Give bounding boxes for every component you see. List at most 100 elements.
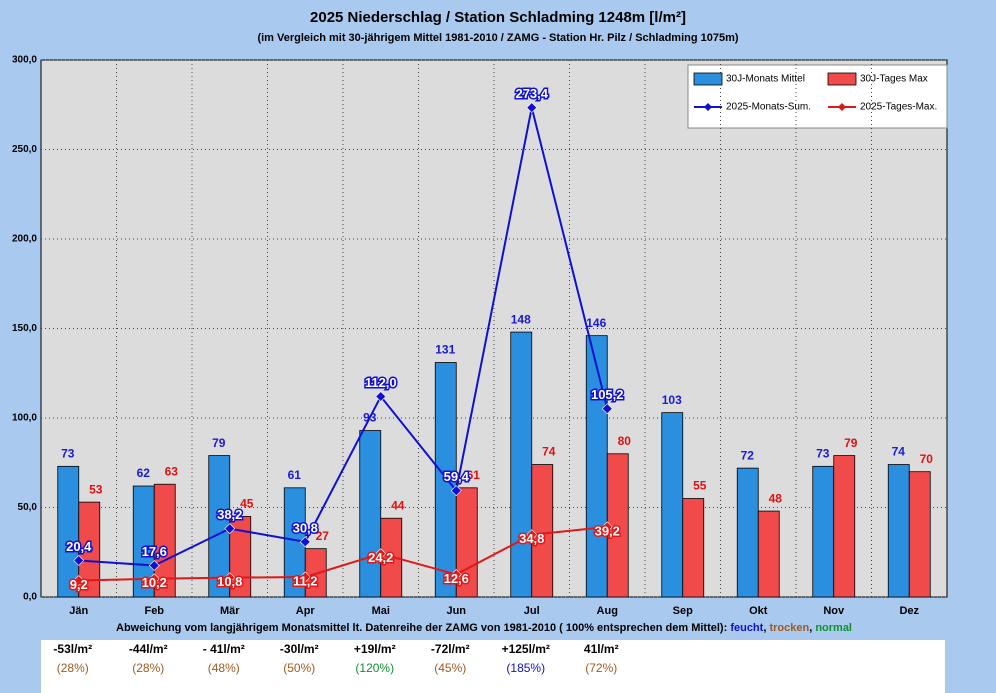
bar-value-label: 48: [769, 491, 783, 505]
x-tick-label: Dez: [899, 605, 919, 617]
bar-value-label: 27: [316, 529, 330, 543]
y-tick-label: 50,0: [18, 502, 38, 513]
line-value-label: 38,2: [217, 507, 242, 522]
x-tick-label: Jän: [69, 605, 88, 617]
x-tick-label: Nov: [823, 605, 845, 617]
y-tick-label: 200,0: [12, 234, 37, 245]
x-tick-label: Mai: [372, 605, 390, 617]
line-marker: [375, 391, 387, 402]
deviation-percent: (185%): [506, 661, 545, 675]
line-marker: [224, 523, 236, 535]
note-word: trocken: [769, 622, 809, 634]
bar-value-label: 61: [467, 468, 481, 482]
chart-subtitle: (im Vergleich mit 30-jährigem Mittel 198…: [257, 32, 738, 44]
x-tick-label: Jun: [446, 605, 466, 617]
deviation-percent: (50%): [283, 661, 315, 675]
bar: [585, 335, 608, 598]
line-value-label: 59,4: [444, 469, 470, 484]
legend-marker: [704, 103, 712, 111]
line-marker: [450, 485, 462, 497]
bar-value-label: 79: [844, 436, 858, 450]
note-sep: ,: [763, 622, 769, 634]
legend-marker: [838, 103, 846, 111]
y-tick-label: 0,0: [23, 592, 37, 603]
chart-title: 2025 Niederschlag / Station Schladming 1…: [310, 9, 686, 26]
bar-value-label: 74: [542, 445, 556, 459]
deviation: -44l/m²: [129, 642, 168, 656]
line-value-label: 105,2: [591, 387, 624, 402]
bar-value-label: 45: [240, 497, 254, 511]
line-marker: [601, 403, 613, 415]
line-value-label: 34,8: [519, 531, 544, 546]
line-value-label: 10,8: [217, 574, 242, 589]
x-tick-label: Sep: [673, 605, 693, 617]
x-tick-label: Apr: [296, 605, 316, 617]
y-tick-label: 150,0: [12, 323, 37, 334]
legend-label: 2025-Monats-Sum.: [726, 102, 811, 113]
line-marker: [299, 536, 311, 548]
line-marker: [450, 569, 462, 580]
legend-swatch: [693, 72, 723, 86]
x-tick-label: Mär: [220, 605, 240, 617]
bar: [359, 430, 382, 598]
line-marker: [526, 102, 538, 114]
deviation-percent: (120%): [355, 661, 394, 675]
bar: [887, 464, 910, 598]
bar-value-label: 72: [741, 448, 755, 462]
line-marker: [148, 573, 160, 585]
bar: [153, 483, 176, 598]
deviation: +19l/m²: [354, 642, 396, 656]
x-tick-label: Okt: [749, 605, 768, 617]
bar: [510, 331, 533, 598]
line-marker: [299, 571, 311, 583]
note-text: Abweichung vom langjährigem Monatsmittel…: [116, 622, 727, 634]
deviation-percent: (48%): [208, 661, 240, 675]
bar: [812, 465, 835, 598]
bar: [455, 487, 478, 598]
line-value-label: 20,4: [66, 539, 92, 554]
deviation-strip: [41, 640, 945, 693]
x-tick-label: Feb: [144, 605, 164, 617]
line: [78, 107, 609, 567]
legend: [687, 64, 948, 129]
deviation-percent: (72%): [585, 661, 617, 675]
line-value-label: 11,2: [293, 573, 318, 588]
deviation: - 41l/m²: [203, 642, 245, 656]
bar: [833, 455, 856, 598]
deviation-percent: (45%): [434, 661, 466, 675]
bar-value-label: 73: [816, 447, 830, 461]
line-value-label: 12,6: [444, 571, 469, 586]
line-marker: [526, 529, 538, 541]
bar-value-label: 131: [435, 343, 455, 357]
line-marker: [73, 555, 85, 566]
deviation-percent: (28%): [132, 661, 164, 675]
x-tick-label: Aug: [597, 605, 618, 617]
bar-value-label: 148: [511, 312, 531, 326]
line-value-label: 30,8: [293, 520, 318, 535]
bar: [434, 362, 457, 598]
line-marker: [148, 560, 160, 571]
legend-label: 30J-Monats Mittel: [726, 74, 805, 85]
bar-value-label: 79: [212, 436, 226, 450]
line-value-label: 17,6: [142, 544, 167, 559]
line-marker: [375, 548, 387, 560]
y-tick-label: 100,0: [12, 413, 37, 424]
deviation: +125l/m²: [502, 642, 550, 656]
deviation: -72l/m²: [431, 642, 470, 656]
bar-value-label: 53: [89, 482, 103, 496]
bar-value-label: 80: [618, 434, 632, 448]
y-tick-label: 300,0: [12, 55, 37, 66]
bar: [757, 510, 780, 598]
deviation: -53l/m²: [53, 642, 92, 656]
deviation: 41l/m²: [584, 642, 619, 656]
line-value-label: 24,2: [368, 550, 393, 565]
line-marker: [224, 572, 236, 584]
line-marker: [73, 575, 85, 586]
x-tick-label: Jul: [524, 605, 540, 617]
line-value-label: 10,2: [142, 575, 167, 590]
bar: [661, 412, 684, 598]
line-value-label: 39,2: [595, 523, 620, 538]
line-value-label: 112,0: [365, 375, 397, 390]
bar-value-label: 63: [165, 464, 179, 478]
